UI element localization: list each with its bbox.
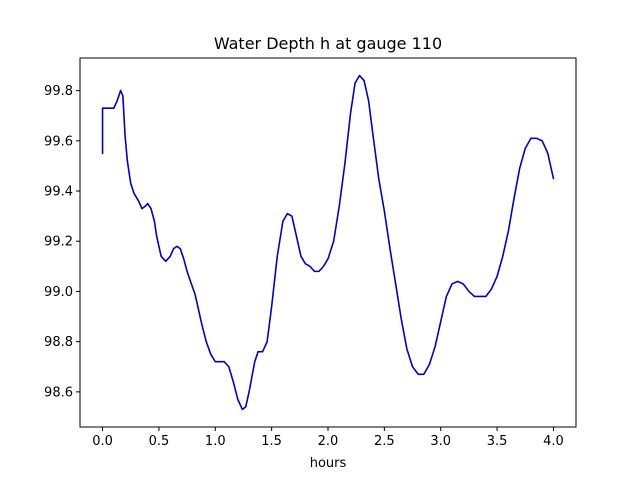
x-tick-label: 0.5 (149, 434, 170, 449)
x-axis-label: hours (310, 456, 347, 471)
x-tick-label: 4.0 (543, 434, 564, 449)
chart-title: Water Depth h at gauge 110 (214, 34, 442, 53)
x-tick-label: 1.0 (205, 434, 226, 449)
x-tick-label: 0.0 (92, 434, 113, 449)
y-tick-label: 98.8 (44, 335, 73, 350)
y-tick-label: 99.8 (44, 84, 73, 99)
y-tick-label: 99.2 (44, 235, 73, 250)
series-line-0 (101, 74, 555, 411)
x-tick-label: 3.0 (430, 434, 451, 449)
y-tick-label: 99.4 (44, 185, 73, 200)
y-tick-label: 98.6 (44, 385, 73, 400)
x-tick-label: 2.0 (318, 434, 339, 449)
y-tick-label: 99.0 (44, 285, 73, 300)
x-axis: 0.0 0.5 1.0 1.5 2.0 2.5 3.0 3.5 4.0 (92, 427, 564, 449)
y-tick-label: 99.6 (44, 134, 73, 149)
plot-lines (101, 74, 555, 411)
x-tick-label: 1.5 (261, 434, 282, 449)
x-tick-label: 3.5 (487, 434, 508, 449)
x-tick-label: 2.5 (374, 434, 395, 449)
y-axis: 98.6 98.8 99.0 99.2 99.4 99.6 99.8 (44, 84, 80, 400)
